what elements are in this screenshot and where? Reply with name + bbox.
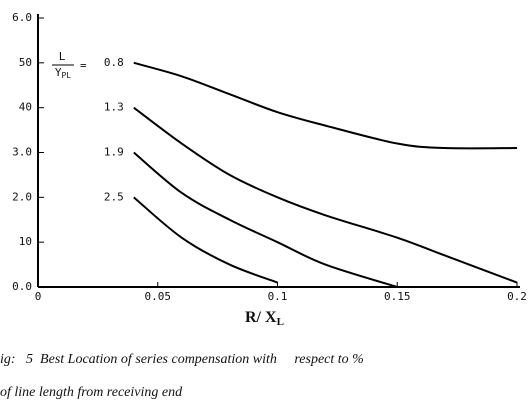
- series-label: 1.3: [104, 101, 124, 114]
- ratio-sign: =: [80, 59, 87, 72]
- y-tick-label: 6.0: [12, 11, 32, 24]
- caption-line: ig: 5 Best Location of series compensati…: [0, 352, 364, 367]
- series-line: [133, 196, 278, 284]
- x-tick-label: 0.2: [507, 290, 527, 303]
- x-label-sub: L: [277, 316, 284, 328]
- x-tick-label: 0.15: [384, 290, 411, 303]
- caption-line: of line length from receiving end: [0, 385, 183, 400]
- series-label: 1.9: [104, 146, 124, 159]
- series-label: 0.8: [104, 56, 124, 69]
- y-tick-label: 3.0: [12, 146, 32, 159]
- ratio-den-sub: PL: [61, 71, 71, 80]
- x-axis-label: R/ XL: [245, 309, 284, 328]
- series-line: [133, 151, 398, 288]
- y-tick-label: 2.0: [12, 190, 32, 203]
- ratio-denominator: YPL: [55, 66, 71, 80]
- series-line: [133, 106, 518, 284]
- y-tick-label: 40: [19, 101, 32, 114]
- y-tick-label: 50: [19, 56, 32, 69]
- y-tick-label: 0.0: [12, 280, 32, 293]
- y-tick-label: 10: [19, 235, 32, 248]
- x-tick-label: 0.05: [145, 290, 172, 303]
- x-tick-label: 0: [35, 290, 42, 303]
- ratio-den-main: Y: [55, 66, 62, 79]
- ratio-numerator: L: [59, 50, 66, 63]
- x-label-main: R/ X: [245, 309, 277, 326]
- x-tick-label: 0.1: [268, 290, 288, 303]
- series-line: [133, 61, 518, 150]
- series-label: 2.5: [104, 190, 124, 203]
